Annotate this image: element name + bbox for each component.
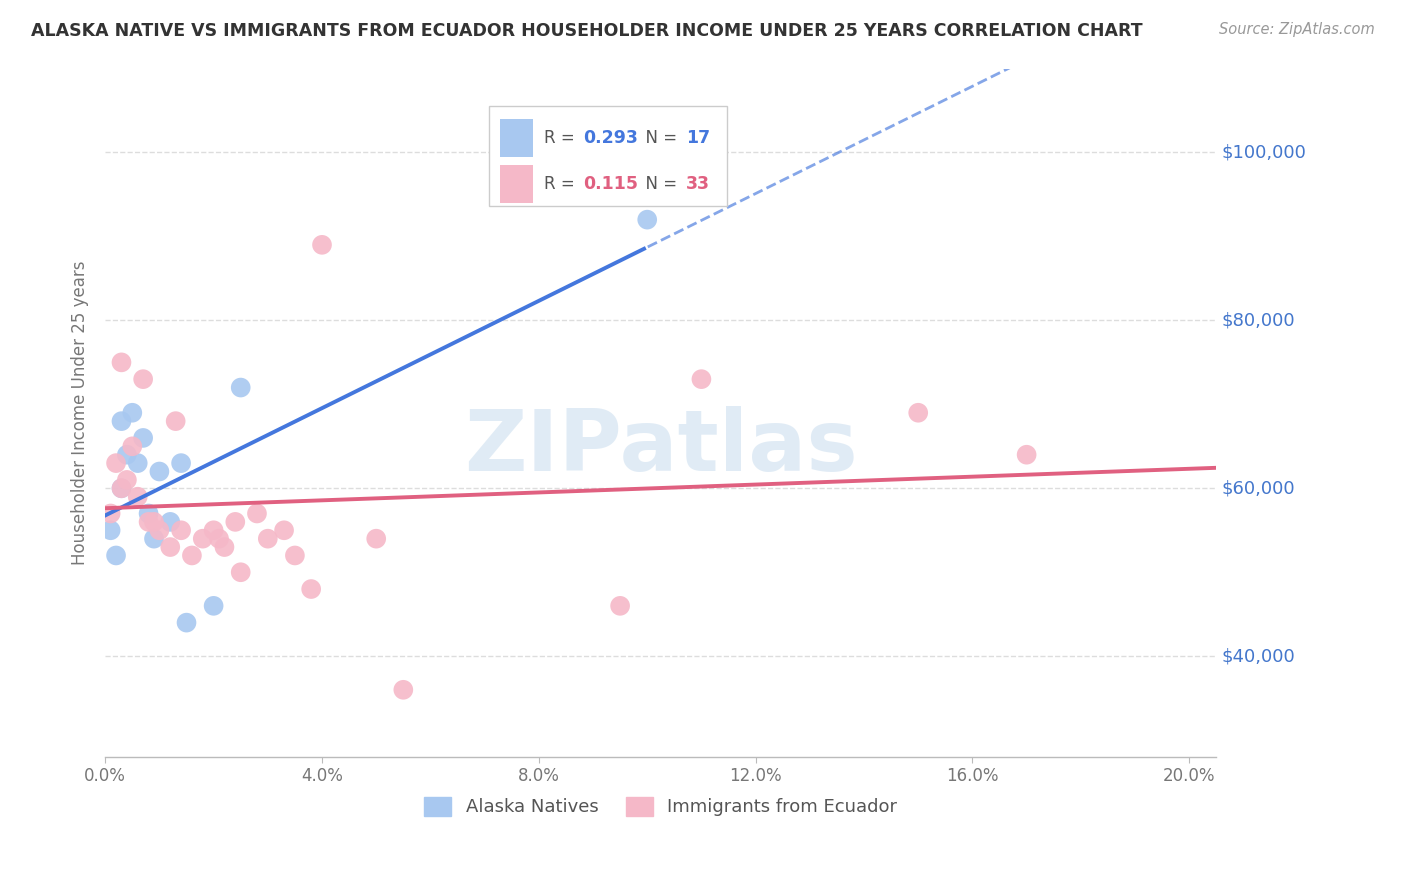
Point xyxy=(110,481,132,495)
Point xyxy=(110,414,132,428)
Y-axis label: Householder Income Under 25 years: Householder Income Under 25 years xyxy=(72,260,89,565)
Text: $40,000: $40,000 xyxy=(1222,648,1295,665)
Point xyxy=(191,532,214,546)
Point xyxy=(176,615,198,630)
Text: 33: 33 xyxy=(686,175,710,194)
Point xyxy=(127,490,149,504)
Point xyxy=(392,682,415,697)
Point xyxy=(143,515,166,529)
Text: ZIPatlas: ZIPatlas xyxy=(464,406,858,489)
Point xyxy=(105,456,128,470)
Text: N =: N = xyxy=(636,175,682,194)
Point xyxy=(148,523,170,537)
Point xyxy=(138,515,160,529)
Point xyxy=(609,599,631,613)
FancyBboxPatch shape xyxy=(499,165,533,203)
Text: N =: N = xyxy=(636,129,682,147)
Point xyxy=(165,414,187,428)
Point xyxy=(143,532,166,546)
Point xyxy=(105,549,128,563)
Text: Source: ZipAtlas.com: Source: ZipAtlas.com xyxy=(1219,22,1375,37)
Text: R =: R = xyxy=(544,175,585,194)
Point xyxy=(132,372,155,386)
Point xyxy=(202,523,225,537)
Point xyxy=(132,431,155,445)
Point xyxy=(121,406,143,420)
Text: 0.115: 0.115 xyxy=(583,175,638,194)
Point xyxy=(100,523,122,537)
Point xyxy=(246,507,269,521)
Point xyxy=(159,515,181,529)
Text: $100,000: $100,000 xyxy=(1222,144,1306,161)
Point xyxy=(229,380,252,394)
Text: ALASKA NATIVE VS IMMIGRANTS FROM ECUADOR HOUSEHOLDER INCOME UNDER 25 YEARS CORRE: ALASKA NATIVE VS IMMIGRANTS FROM ECUADOR… xyxy=(31,22,1143,40)
Text: R =: R = xyxy=(544,129,581,147)
Point xyxy=(284,549,307,563)
Point xyxy=(170,523,193,537)
Point xyxy=(907,406,929,420)
Legend: Alaska Natives, Immigrants from Ecuador: Alaska Natives, Immigrants from Ecuador xyxy=(418,789,904,823)
Point xyxy=(159,540,181,554)
Point xyxy=(110,355,132,369)
Point xyxy=(208,532,231,546)
Text: $60,000: $60,000 xyxy=(1222,479,1295,498)
Point xyxy=(366,532,388,546)
Point xyxy=(256,532,278,546)
Point xyxy=(636,212,658,227)
Point xyxy=(181,549,204,563)
Point xyxy=(1015,448,1038,462)
Point xyxy=(214,540,236,554)
Point xyxy=(311,237,333,252)
Point xyxy=(100,507,122,521)
Point xyxy=(138,507,160,521)
Point xyxy=(110,481,132,495)
Point xyxy=(127,456,149,470)
Point xyxy=(170,456,193,470)
Point xyxy=(690,372,713,386)
Text: $80,000: $80,000 xyxy=(1222,311,1295,329)
FancyBboxPatch shape xyxy=(499,120,533,157)
FancyBboxPatch shape xyxy=(488,106,727,206)
Point xyxy=(273,523,295,537)
Point xyxy=(229,566,252,580)
Text: 0.293: 0.293 xyxy=(583,129,638,147)
Point xyxy=(224,515,246,529)
Point xyxy=(202,599,225,613)
Point xyxy=(115,473,138,487)
Point xyxy=(299,582,322,596)
Point xyxy=(115,448,138,462)
Point xyxy=(121,439,143,453)
Point xyxy=(148,465,170,479)
Text: 17: 17 xyxy=(686,129,710,147)
